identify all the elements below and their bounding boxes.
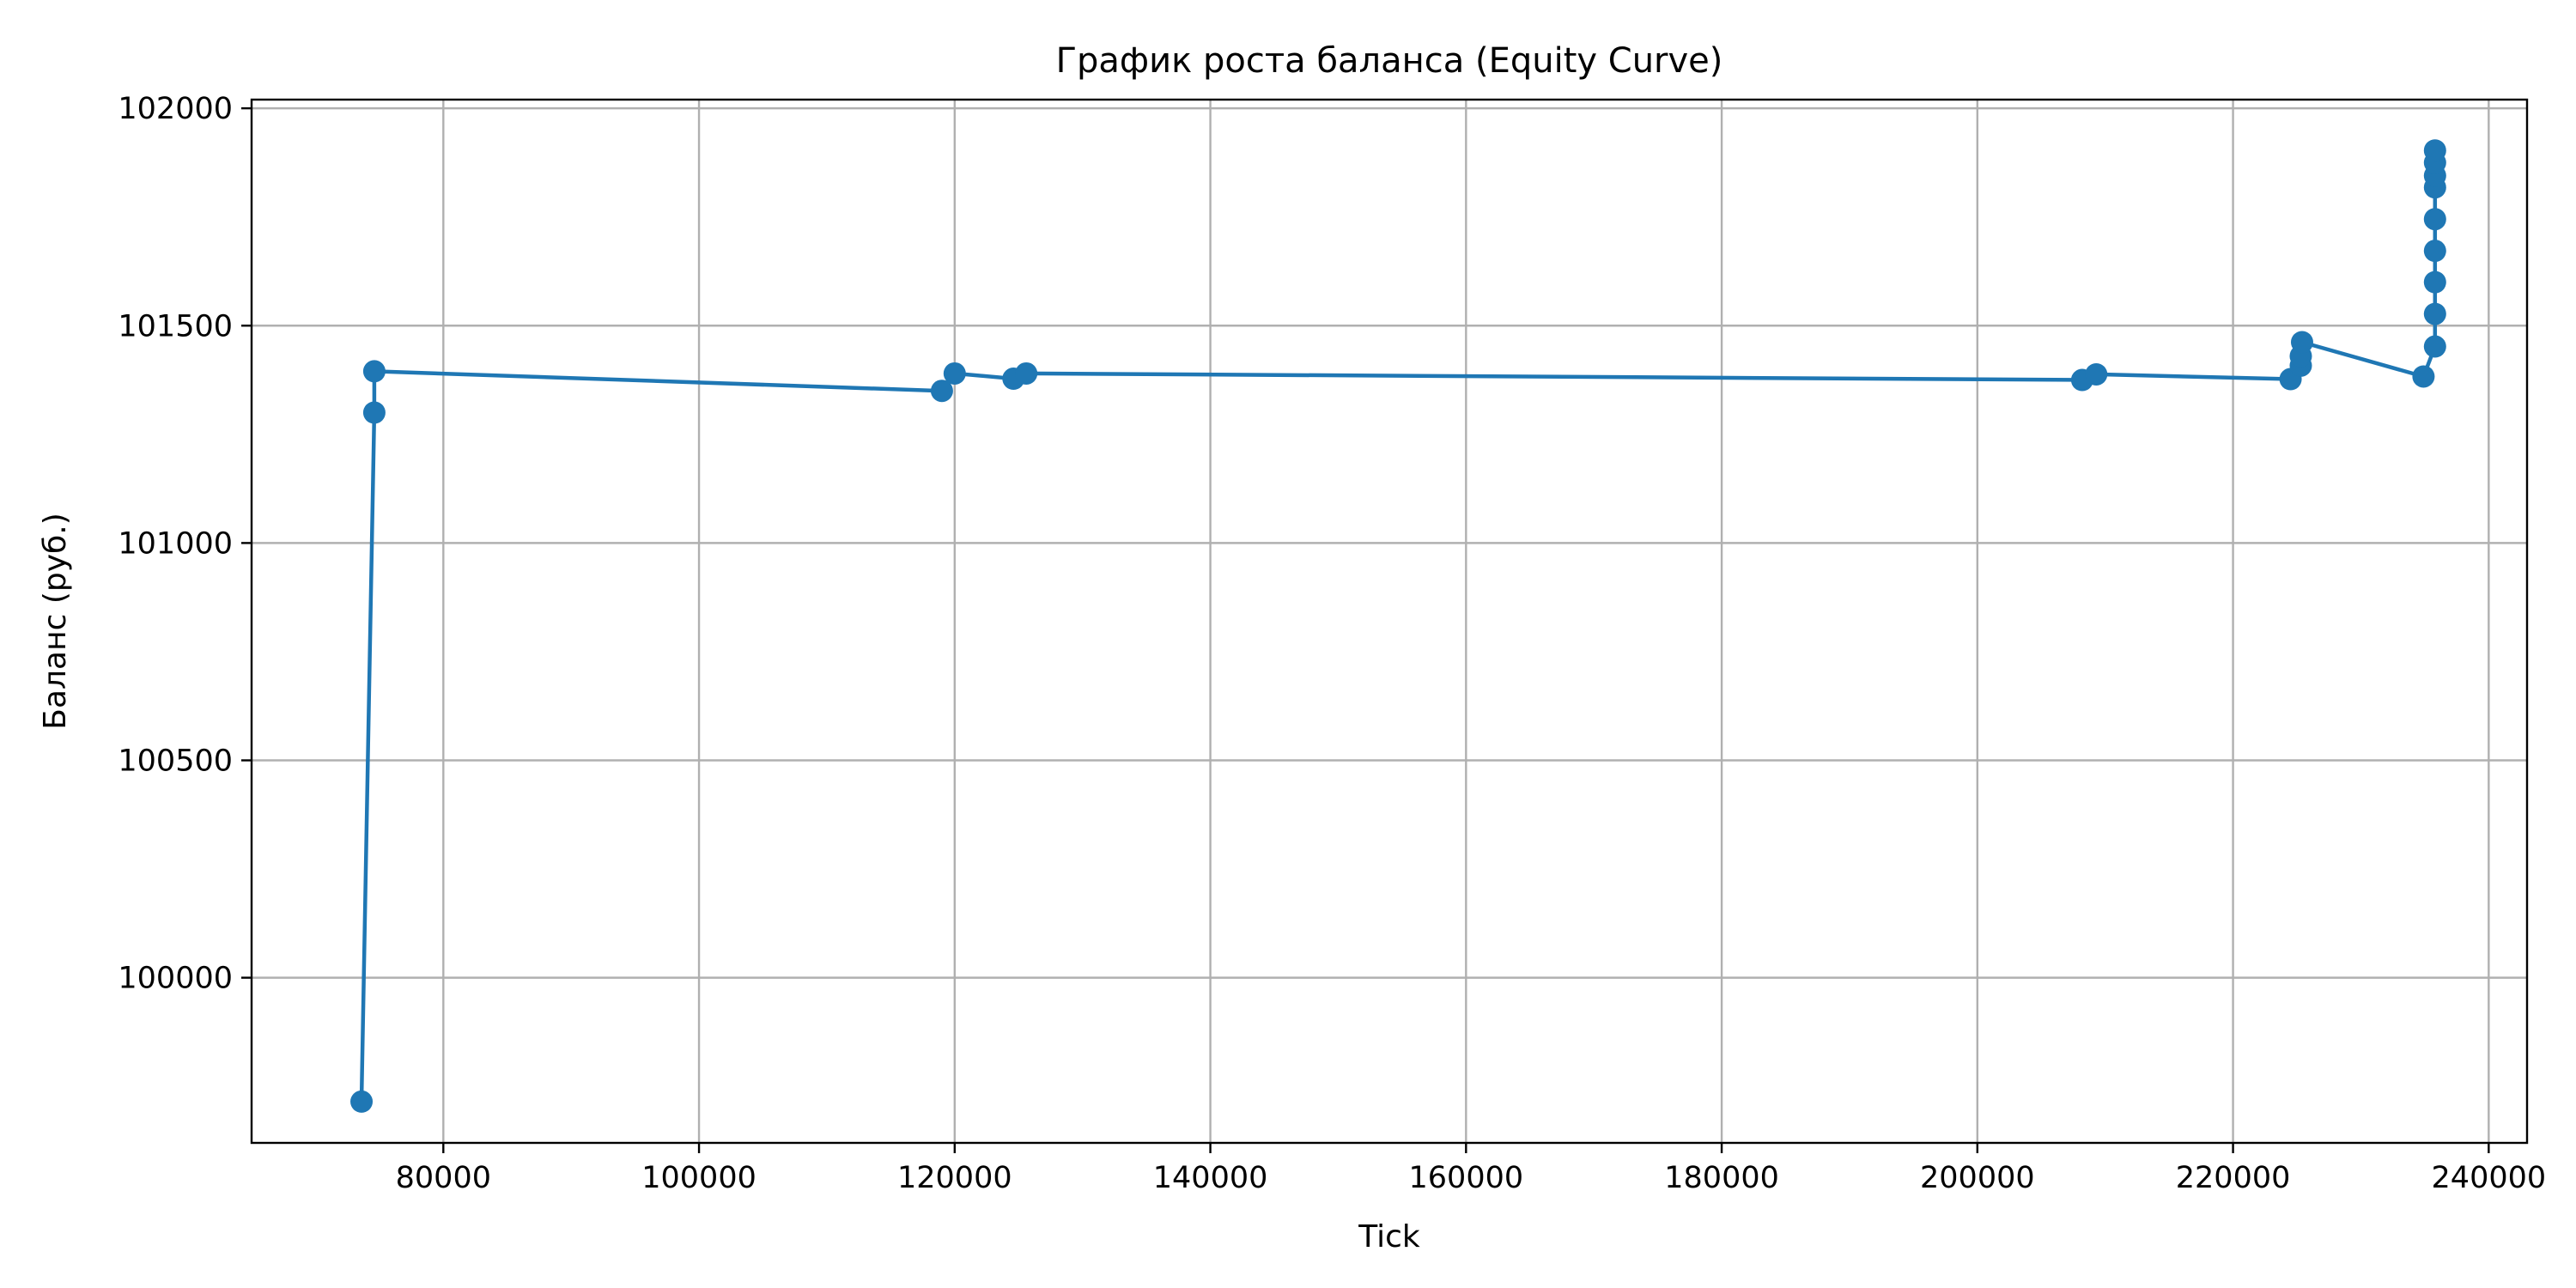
y-axis-label: Баланс (руб.) [38,513,73,730]
x-tick-label: 180000 [1664,1161,1779,1195]
x-tick-label: 120000 [897,1161,1012,1195]
data-point [930,380,953,403]
x-tick-label: 80000 [396,1161,491,1195]
chart-title: График роста баланса (Equity Curve) [1056,41,1723,81]
y-tick-label: 100000 [118,962,233,996]
grid-lines [252,100,2527,1143]
x-tick-label: 220000 [2176,1161,2291,1195]
x-tick-label: 160000 [1409,1161,1524,1195]
data-point [350,1090,374,1113]
data-point [2290,331,2313,354]
series-layer [350,139,2446,1113]
plot-area-frame [250,98,2529,1145]
y-tick-label: 101500 [118,309,233,343]
data-point [1015,361,1038,385]
x-tick-label: 140000 [1153,1161,1268,1195]
data-point [2085,362,2108,386]
data-point [2412,365,2435,388]
data-point [2423,302,2446,325]
axis-ticks: 80000 100000 120000 140000 160000 180000 20000… [118,92,2546,1195]
data-point [943,361,966,385]
data-point [362,401,386,424]
data-point [2423,208,2446,231]
data-point [362,360,386,383]
y-tick-label: 101000 [118,526,233,561]
data-point [2423,139,2446,162]
x-tick-label: 240000 [2432,1161,2547,1195]
data-point [2423,240,2446,263]
data-point [2423,335,2446,358]
x-tick-label: 100000 [641,1161,756,1195]
y-tick-label: 102000 [118,92,233,126]
x-tick-label: 200000 [1920,1161,2035,1195]
y-tick-label: 100500 [118,744,233,779]
x-axis-label: Tick [1358,1219,1420,1255]
data-point [2423,270,2446,294]
